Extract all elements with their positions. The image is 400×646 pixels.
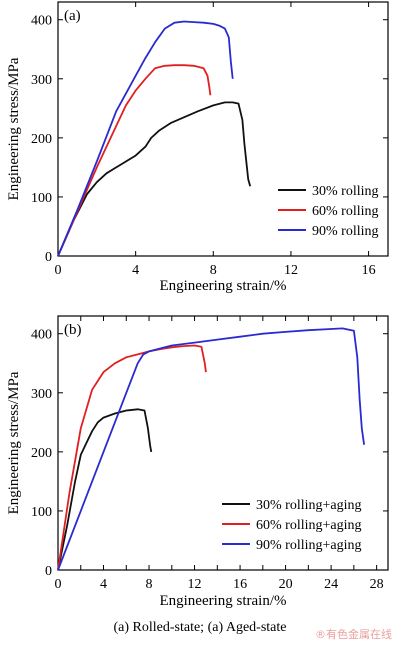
y-tick-label: 200: [31, 132, 52, 147]
x-axis-label: Engineering strain/%: [159, 593, 286, 609]
legend-label: 90% rolling+aging: [256, 538, 362, 553]
chart-panel-1: 0 4 8 12 16 0 100 200 300 400 Engineering strain/%…: [6, 1, 389, 294]
series-line-2: [57, 344, 207, 571]
x-tick-label: 20: [279, 577, 293, 592]
y-tick-label: 400: [31, 14, 52, 29]
legend: 30% rolling 60% rolling 90% rolling: [278, 184, 379, 239]
x-tick-label: 16: [233, 577, 247, 592]
y-tick-label: 300: [31, 387, 52, 402]
x-tick-label: 12: [284, 263, 298, 278]
legend-label: 60% rolling: [312, 204, 379, 219]
x-tick-label: 8: [146, 577, 153, 592]
y-axis-label: Engineering stress/MPa: [6, 57, 22, 200]
y-tick-label: 100: [31, 505, 52, 520]
legend-label: 30% rolling: [312, 184, 379, 199]
panel-label: (a): [64, 8, 81, 24]
x-tick-label: 28: [370, 577, 384, 592]
series-line-1: [57, 101, 252, 257]
y-tick-label: 400: [31, 328, 52, 343]
x-tick-label: 12: [188, 577, 202, 592]
series-line-2: [57, 64, 212, 257]
x-tick-label: 8: [210, 263, 217, 278]
x-tick-label: 4: [100, 577, 107, 592]
plot-frame: [57, 315, 389, 571]
y-axis-label: Engineering stress/MPa: [6, 371, 22, 514]
x-axis-label: Engineering strain/%: [159, 278, 286, 294]
legend-label: 60% rolling+aging: [256, 518, 362, 533]
series-line-3: [57, 327, 365, 571]
x-tick-label: 0: [55, 263, 62, 278]
legend: 30% rolling+aging 60% rolling+aging 90% ro…: [222, 498, 362, 553]
watermark: ®有色金属在线: [315, 628, 392, 641]
x-tick-label: 4: [132, 263, 139, 278]
y-tick-label: 100: [31, 191, 52, 206]
y-tick-label: 200: [31, 446, 52, 461]
plot-frame: [57, 1, 389, 257]
legend-label: 30% rolling+aging: [256, 498, 362, 513]
legend-label: 90% rolling: [312, 224, 379, 239]
chart-panel-2: 0 4 8 12 16 20 24 28 0 100 200 300 400 Engineering st…: [6, 315, 389, 609]
series-line-1: [57, 408, 153, 571]
y-tick-label: 300: [31, 73, 52, 88]
figure-caption: (a) Rolled-state; (a) Aged-state: [113, 620, 287, 635]
x-tick-label: 16: [362, 263, 376, 278]
x-tick-label: 24: [324, 577, 338, 592]
y-tick-label: 0: [45, 250, 52, 265]
x-tick-label: 0: [55, 577, 62, 592]
panel-label: (b): [64, 322, 82, 338]
series-line-3: [57, 20, 234, 257]
y-tick-label: 0: [45, 564, 52, 579]
